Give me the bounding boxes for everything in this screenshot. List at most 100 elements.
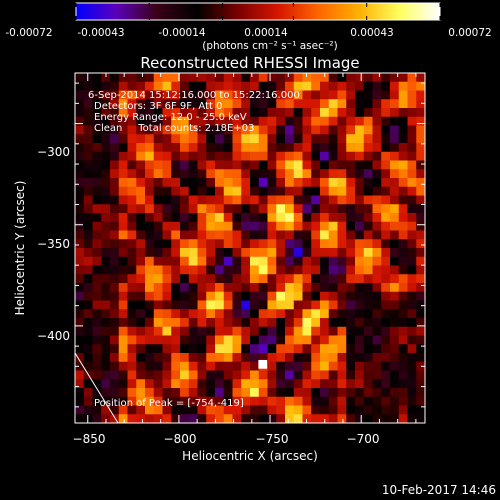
heatmap-cell — [92, 353, 102, 363]
heatmap-cell — [206, 151, 216, 161]
heatmap-cell — [381, 116, 391, 126]
heatmap-cell — [110, 221, 120, 231]
heatmap-cell — [92, 414, 102, 423]
heatmap-cell — [188, 379, 198, 389]
heatmap-cell — [311, 274, 321, 284]
heatmap-cell — [337, 309, 347, 319]
heatmap-cell — [285, 361, 295, 371]
heatmap-cell — [267, 151, 277, 161]
heatmap-cell — [145, 108, 155, 118]
heatmap-cell — [162, 90, 172, 100]
heatmap-cell — [355, 99, 365, 109]
heatmap-cell — [398, 335, 408, 345]
colorbar-tick-label: -0.00014 — [158, 27, 206, 39]
heatmap-cell — [276, 256, 286, 266]
heatmap-cell — [92, 108, 102, 118]
heatmap-cell — [328, 81, 338, 91]
heatmap-cell — [320, 169, 330, 179]
heatmap-cell — [188, 326, 198, 336]
heatmap-cell — [162, 221, 172, 231]
heatmap-cell — [118, 230, 128, 240]
heatmap-cell — [188, 160, 198, 170]
heatmap-cell — [407, 143, 417, 153]
heatmap-cell — [223, 178, 233, 188]
heatmap-cell — [136, 195, 146, 205]
heatmap-cell — [416, 396, 425, 406]
heatmap-cell — [75, 186, 85, 196]
heatmap-cell — [416, 116, 425, 126]
heatmap-cell — [241, 396, 251, 406]
heatmap-cell — [206, 81, 216, 91]
heatmap-cell — [355, 318, 365, 328]
heatmap-cell — [145, 230, 155, 240]
heatmap-cell — [320, 326, 330, 336]
heatmap-cell — [188, 151, 198, 161]
heatmap-cell — [83, 99, 93, 109]
heatmap-cell — [258, 186, 268, 196]
heatmap-cell — [162, 265, 172, 275]
heatmap-cell — [258, 379, 268, 389]
heatmap-cell — [232, 326, 242, 336]
heatmap-cell — [223, 388, 233, 398]
heatmap-cell — [110, 414, 120, 423]
heatmap-cell — [320, 230, 330, 240]
heatmap-cell — [232, 204, 242, 214]
heatmap-cell — [171, 204, 181, 214]
heatmap-cell — [337, 99, 347, 109]
heatmap-cell — [355, 370, 365, 380]
heatmap-cell — [293, 221, 303, 231]
heatmap-cell — [407, 178, 417, 188]
heatmap-cell — [328, 116, 338, 126]
heatmap-cell — [136, 361, 146, 371]
heatmap-cell — [206, 134, 216, 144]
heatmap-cell — [180, 116, 190, 126]
heatmap-cell — [337, 81, 347, 91]
heatmap-cell — [302, 256, 312, 266]
heatmap-cell — [162, 116, 172, 126]
heatmap-cell — [390, 353, 400, 363]
heatmap-cell — [162, 169, 172, 179]
heatmap-cell — [407, 213, 417, 223]
heatmap-cell — [118, 116, 128, 126]
heatmap-cell — [267, 379, 277, 389]
colorbar-tick-label: 0.00072 — [448, 27, 491, 39]
heatmap-cell — [92, 81, 102, 91]
heatmap-cell — [381, 379, 391, 389]
heatmap-cell — [206, 326, 216, 336]
heatmap-cell — [197, 195, 207, 205]
heatmap-cell — [197, 143, 207, 153]
heatmap-cell — [136, 151, 146, 161]
heatmap-cell — [127, 256, 137, 266]
heatmap-cell — [372, 309, 382, 319]
heatmap-cell — [118, 108, 128, 118]
heatmap-cell — [118, 143, 128, 153]
heatmap-cell — [75, 116, 85, 126]
heatmap-cell — [215, 239, 225, 249]
heatmap-cell — [232, 221, 242, 231]
heatmap-cell — [162, 134, 172, 144]
heatmap-cell — [223, 116, 233, 126]
heatmap-cell — [118, 160, 128, 170]
heatmap-cell — [293, 370, 303, 380]
heatmap-cell — [267, 108, 277, 118]
heatmap-cell — [363, 370, 373, 380]
heatmap-cell — [215, 309, 225, 319]
heatmap-cell — [215, 256, 225, 266]
heatmap-cell — [390, 160, 400, 170]
heatmap-cell — [118, 283, 128, 293]
heatmap-cell — [232, 414, 242, 423]
heatmap-cell — [127, 414, 137, 423]
heatmap-cell — [206, 318, 216, 328]
heatmap-cell — [390, 300, 400, 310]
heatmap-cell — [92, 204, 102, 214]
heatmap-cell — [153, 230, 163, 240]
heatmap-cell — [136, 90, 146, 100]
heatmap-cell — [101, 73, 111, 83]
heatmap-cell — [390, 335, 400, 345]
heatmap-cell — [285, 248, 295, 258]
heatmap-cell — [328, 309, 338, 319]
heatmap-cell — [293, 151, 303, 161]
heatmap-cell — [372, 326, 382, 336]
heatmap-cell — [416, 248, 425, 258]
heatmap-cell — [136, 73, 146, 83]
